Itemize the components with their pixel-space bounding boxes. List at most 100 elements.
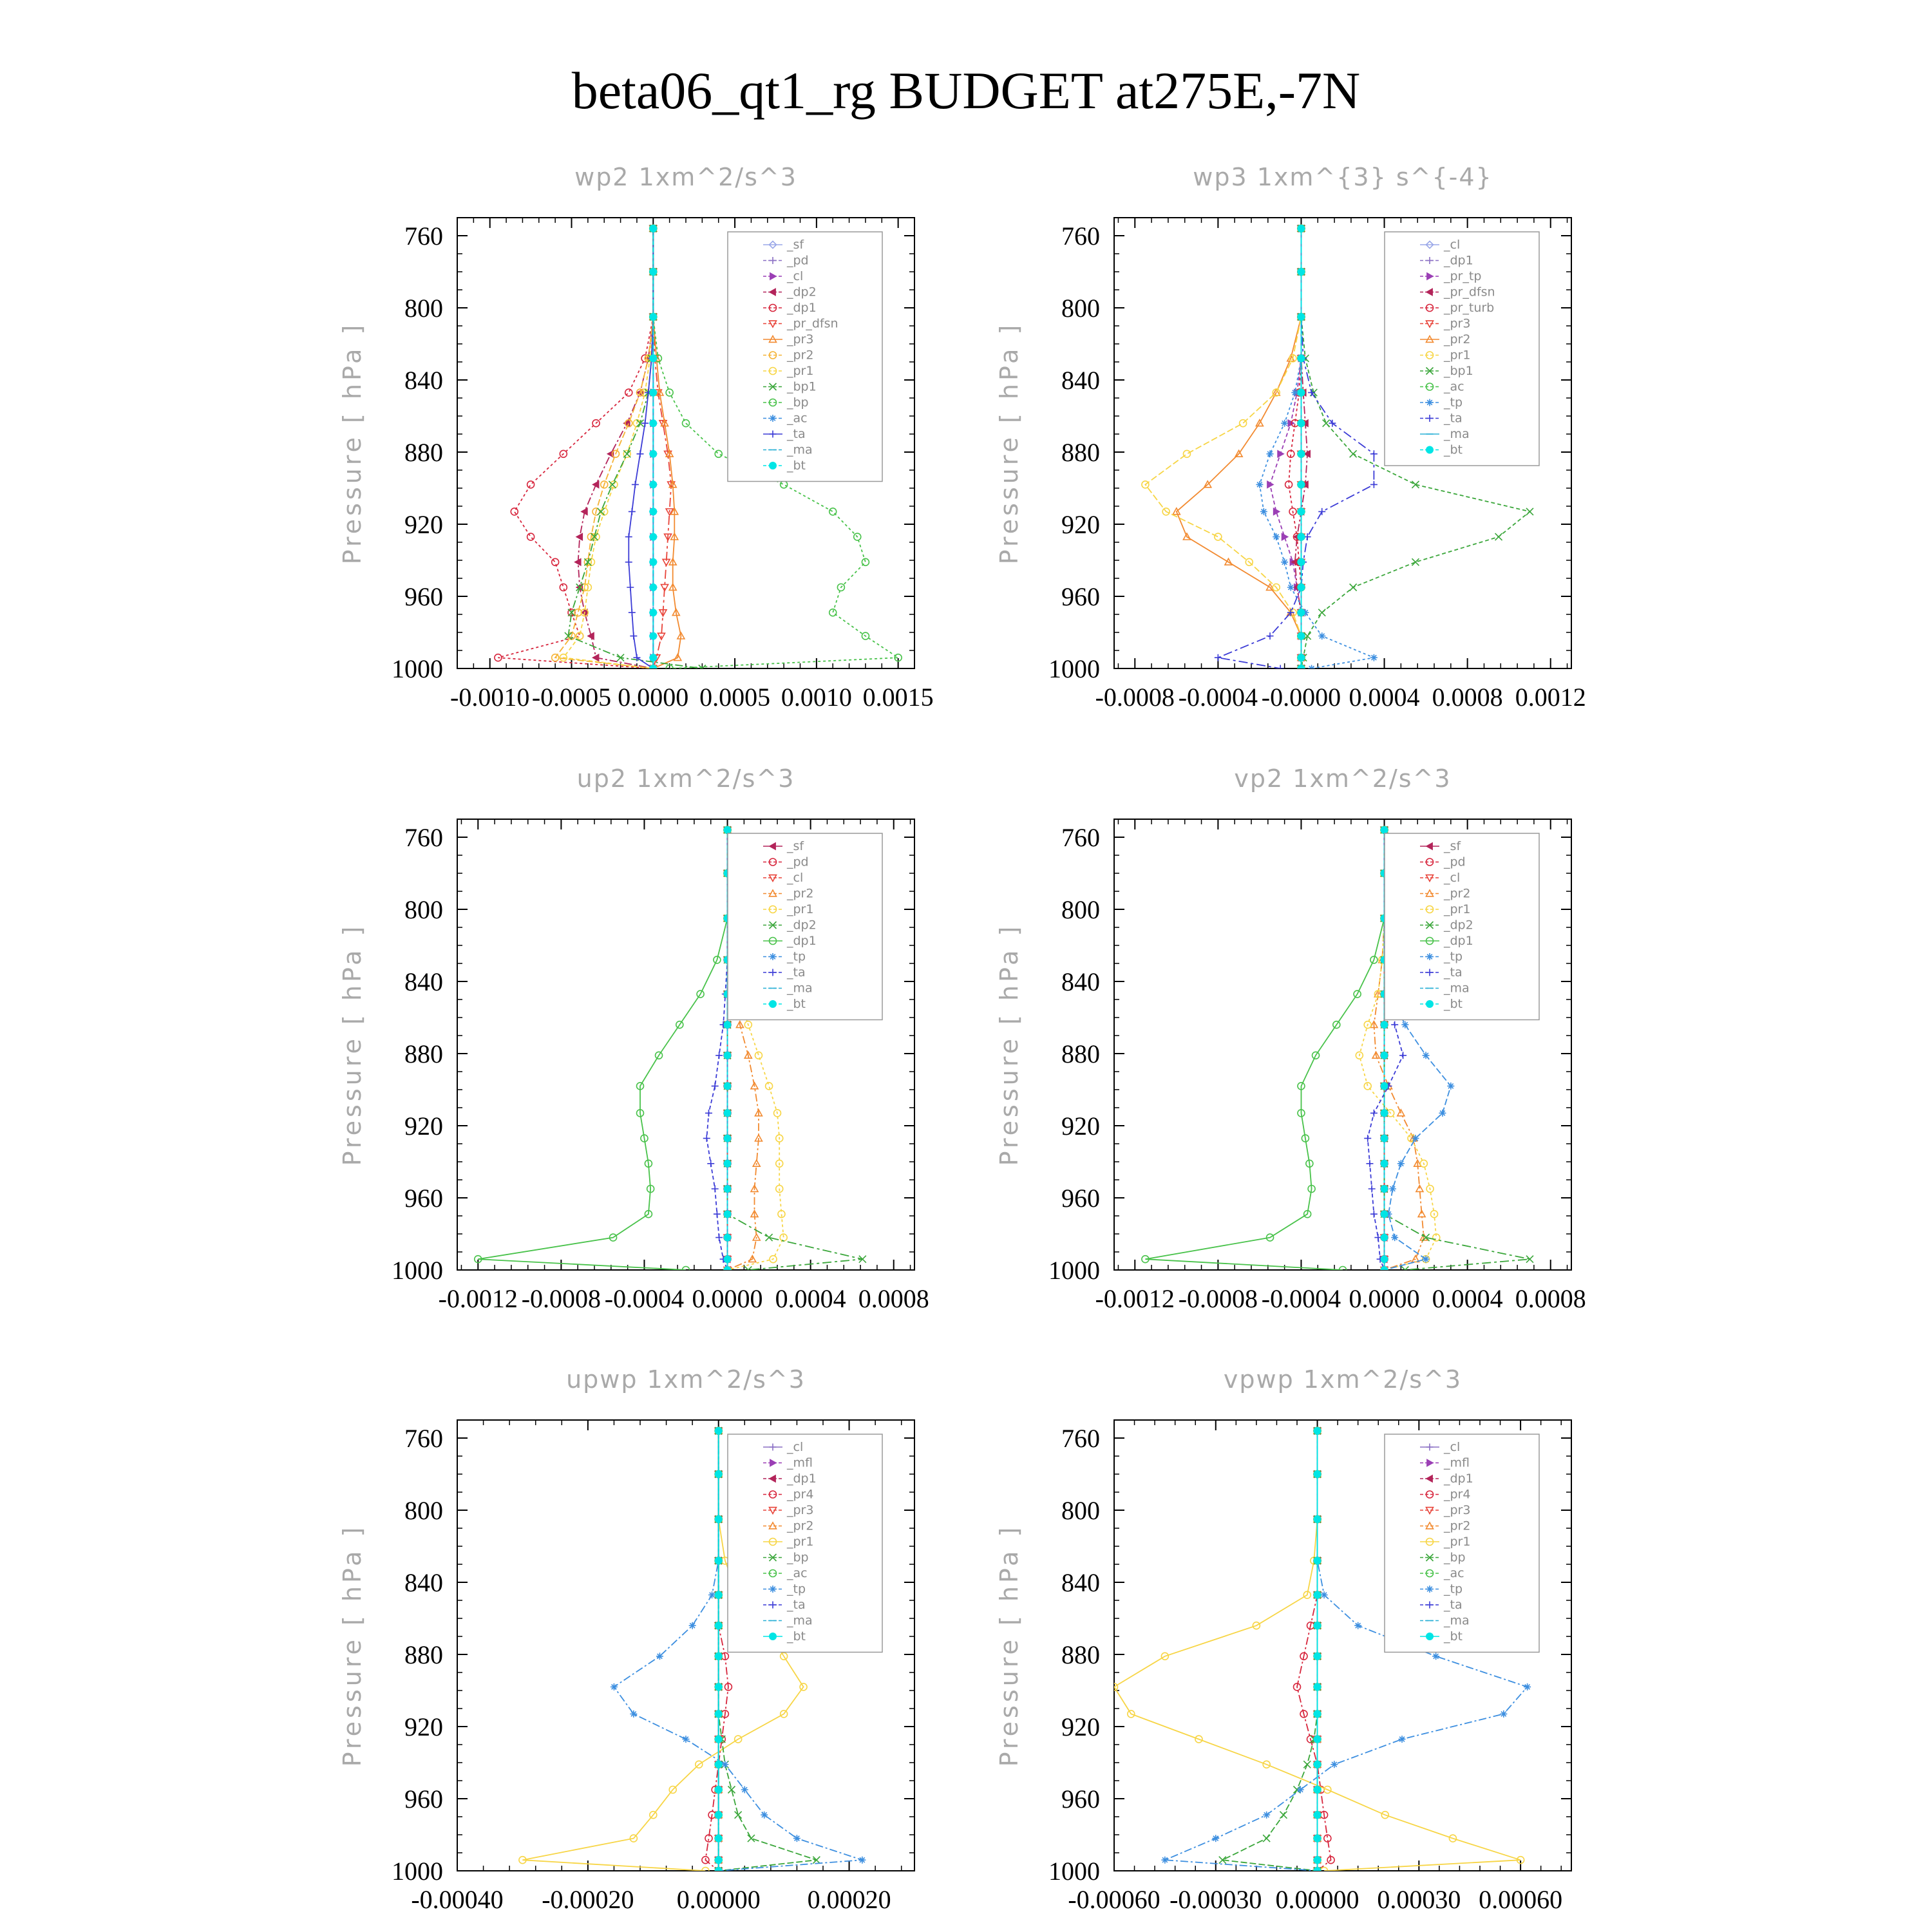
data-point xyxy=(668,1785,677,1794)
data-point xyxy=(714,1786,723,1794)
data-point xyxy=(1256,480,1264,488)
data-point xyxy=(627,583,634,591)
legend-marker xyxy=(768,334,777,343)
legend-marker xyxy=(1425,334,1434,343)
data-point xyxy=(1297,558,1305,566)
legend-label: _ta xyxy=(786,427,806,441)
data-point xyxy=(1114,1683,1119,1691)
data-point xyxy=(1271,388,1281,396)
data-point xyxy=(1313,1867,1321,1871)
data-point xyxy=(744,1020,753,1029)
legend-marker xyxy=(1426,1586,1434,1593)
data-point xyxy=(750,1184,759,1193)
data-point xyxy=(1195,1735,1203,1743)
y-tick-label: 1000 xyxy=(392,1857,443,1886)
x-tick-label: 0.0004 xyxy=(1349,683,1420,712)
legend-marker xyxy=(768,921,777,929)
y-tick-label: 920 xyxy=(404,510,443,539)
legend-label: _pr1 xyxy=(1443,1535,1470,1549)
series-line-ta xyxy=(1216,228,1375,668)
data-point xyxy=(1260,507,1267,515)
panel-5: upwp 1xm^2/s^3 Pressure [ hPa ] 760 800 840 8… xyxy=(338,1365,915,1914)
data-point xyxy=(1313,1470,1321,1478)
legend-marker xyxy=(769,969,777,976)
data-point xyxy=(1262,1760,1271,1769)
legend-marker xyxy=(1426,1459,1434,1467)
data-point xyxy=(1289,507,1297,516)
data-point xyxy=(1276,665,1284,668)
legend-label: _ma xyxy=(786,443,813,457)
data-point xyxy=(1398,1736,1406,1743)
data-point xyxy=(649,224,658,232)
series-line-ta xyxy=(1367,829,1404,1270)
data-point xyxy=(1212,1835,1220,1842)
legend-label: _dp1 xyxy=(1443,254,1473,268)
legend-label: _pr2 xyxy=(1443,1519,1470,1533)
data-point xyxy=(1313,1652,1321,1660)
data-point xyxy=(1391,1021,1399,1028)
data-point xyxy=(769,1255,777,1264)
data-point xyxy=(1422,1255,1430,1263)
figure-title: beta06_qt1_rg BUDGET at275E,-7N xyxy=(572,61,1361,120)
data-point xyxy=(1277,450,1285,459)
data-point xyxy=(1415,1184,1425,1193)
data-point xyxy=(894,653,902,662)
data-point xyxy=(1300,1652,1308,1661)
x-tick-label: 0.0004 xyxy=(1432,1284,1503,1313)
data-point xyxy=(775,1184,784,1193)
legend-box xyxy=(727,1434,883,1653)
x-tick-label: 0.0015 xyxy=(863,683,934,712)
data-point xyxy=(636,388,645,397)
data-point xyxy=(1297,268,1305,276)
data-point xyxy=(754,1108,763,1117)
legend-marker xyxy=(1425,889,1434,897)
data-point xyxy=(723,1210,732,1218)
data-point xyxy=(748,1255,757,1263)
data-point xyxy=(1313,1735,1321,1743)
legend-label: _cl xyxy=(1443,871,1460,885)
data-point xyxy=(744,1265,752,1270)
legend-label: _bp1 xyxy=(786,380,817,394)
y-axis-label: Pressure [ hPa ] xyxy=(995,1524,1023,1767)
data-point xyxy=(793,1835,800,1842)
data-point xyxy=(754,1133,763,1142)
y-tick-label: 840 xyxy=(1061,1568,1100,1597)
legend-marker xyxy=(769,462,777,469)
data-point xyxy=(649,354,658,363)
data-point xyxy=(668,480,677,488)
y-tick-label: 840 xyxy=(404,1568,443,1597)
data-point xyxy=(649,583,658,591)
data-point xyxy=(1303,450,1311,459)
data-point xyxy=(1380,1255,1388,1264)
legend-label: _pr_tp xyxy=(1443,269,1481,283)
x-tick-label: 0.00000 xyxy=(677,1885,761,1914)
data-point xyxy=(1297,1082,1305,1090)
y-tick-label: 880 xyxy=(404,1640,443,1669)
x-tick-label: -0.0004 xyxy=(1262,1284,1341,1313)
legend-label: _bp xyxy=(786,395,809,410)
legend-marker xyxy=(1425,383,1434,391)
data-point xyxy=(1214,533,1222,541)
data-point xyxy=(1262,1834,1271,1842)
legend-marker xyxy=(768,240,777,249)
legend-box xyxy=(727,833,883,1021)
y-tick-label: 840 xyxy=(1061,366,1100,395)
legend-label: _ma xyxy=(1443,1614,1470,1628)
data-point xyxy=(1516,1855,1525,1864)
data-point xyxy=(1349,583,1358,592)
legend-label: _bp1 xyxy=(1443,364,1473,378)
data-point xyxy=(1160,1652,1170,1661)
data-point xyxy=(575,632,584,640)
series-line-pr_tp xyxy=(1269,228,1302,668)
data-point xyxy=(590,533,599,541)
data-point xyxy=(668,557,677,566)
data-point xyxy=(723,826,732,834)
data-point xyxy=(698,664,706,668)
y-tick-label: 800 xyxy=(404,294,443,323)
data-point xyxy=(649,665,658,668)
data-point xyxy=(1401,1021,1409,1028)
data-point xyxy=(1252,1621,1261,1630)
legend-marker xyxy=(768,874,777,883)
legend-marker xyxy=(1425,320,1434,328)
data-point xyxy=(628,507,636,515)
